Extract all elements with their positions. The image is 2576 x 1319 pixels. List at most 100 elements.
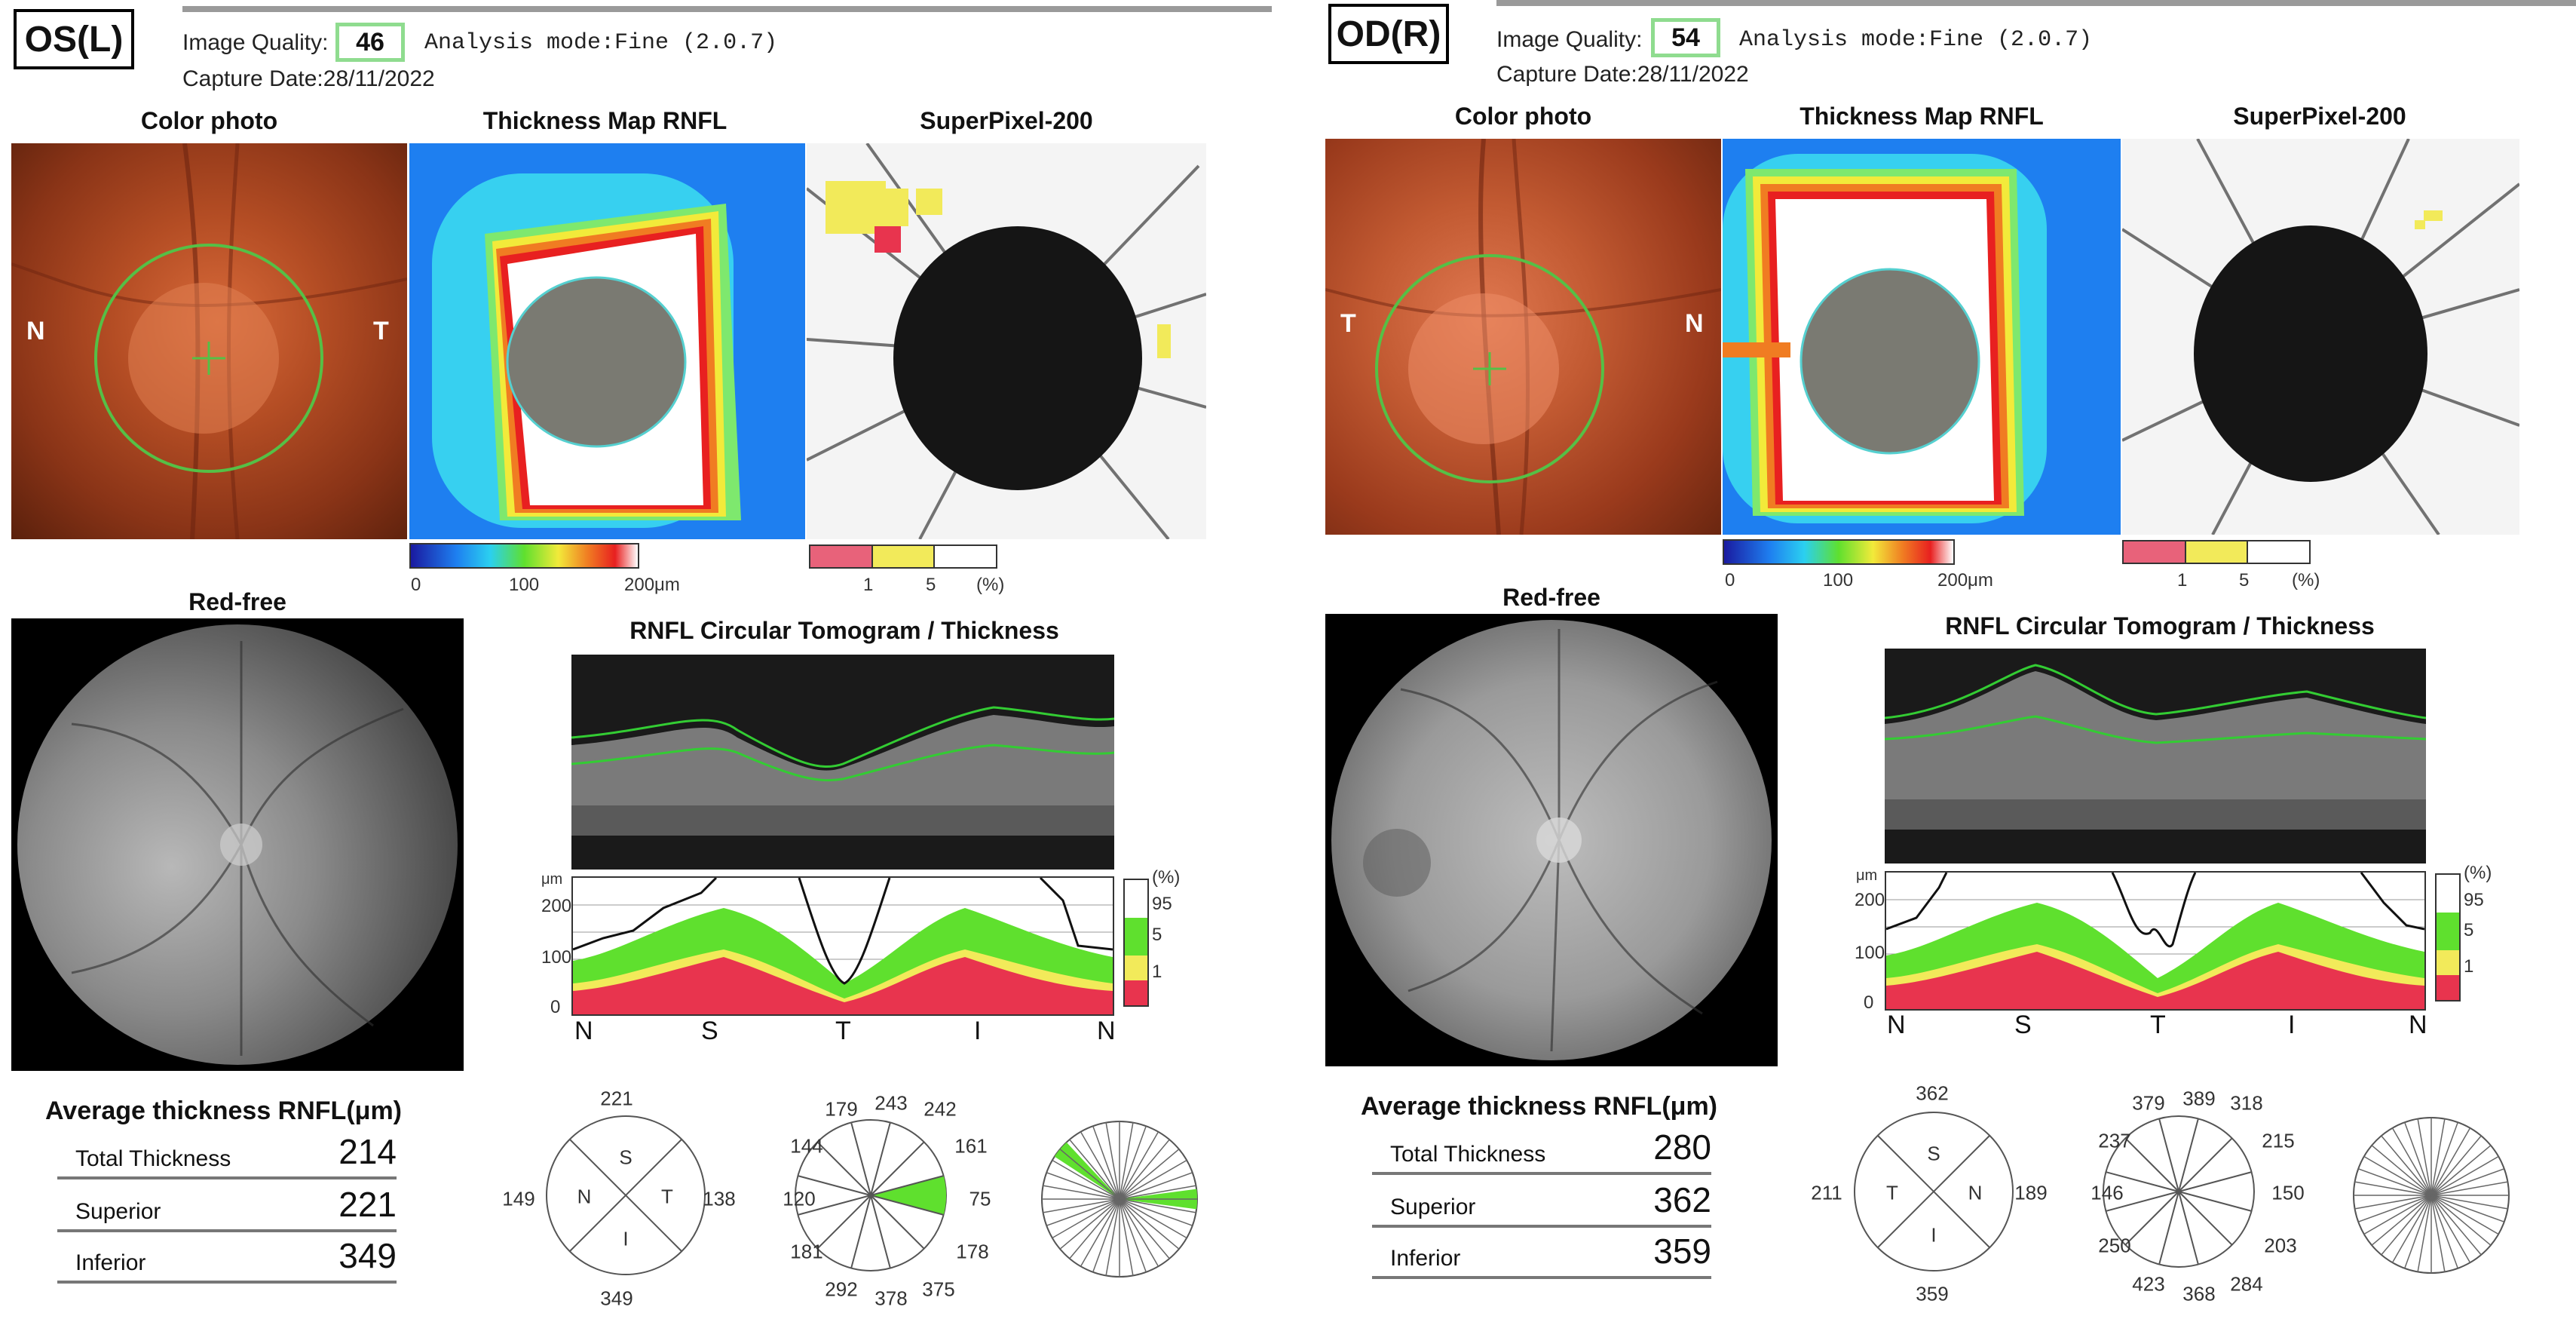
clock-11: 237 <box>2098 1129 2131 1152</box>
sector-spoke <box>1119 1122 1134 1200</box>
table-row-total: Total Thickness 280 <box>1372 1127 1711 1175</box>
sector-spoke <box>1119 1131 1159 1200</box>
sector-spoke <box>2431 1127 2471 1196</box>
sector-spoke <box>1052 1198 1120 1239</box>
sector-spoke <box>2431 1181 2508 1196</box>
sector-spoke <box>1052 1159 1120 1200</box>
red-free-photo <box>11 618 464 1071</box>
sector-spoke <box>2371 1145 2432 1196</box>
legend-5: 5 <box>1152 925 1162 945</box>
colorbar-tick-100: 100 <box>509 575 540 595</box>
graph-x-t: T <box>2150 1011 2166 1039</box>
colorbar-tick-200: 200μm <box>624 575 680 595</box>
graph-y-0: 0 <box>550 997 561 1017</box>
sector-spoke <box>2431 1195 2499 1235</box>
quadrant-chart: S N T I <box>543 1112 709 1278</box>
graph-y-0: 0 <box>1864 992 1874 1013</box>
circular-tomogram <box>1885 649 2426 863</box>
sector-spoke <box>2417 1118 2432 1196</box>
colorbar-tick-0: 0 <box>1725 570 1735 590</box>
row-label: Superior <box>1390 1195 1476 1219</box>
sp-tick-5: 5 <box>926 575 936 595</box>
colorbar-tick-200: 200μm <box>1937 570 1993 590</box>
sector-spoke <box>2391 1195 2432 1263</box>
clock-11: 144 <box>790 1134 823 1158</box>
thickness-colorbar <box>409 543 639 569</box>
row-label: Superior <box>75 1199 161 1224</box>
sector-spoke <box>1105 1122 1120 1200</box>
graph-x-n1: N <box>574 1017 593 1045</box>
sector-spoke <box>1119 1198 1193 1226</box>
graph-x-n1: N <box>1887 1011 1906 1039</box>
header-rule <box>1496 0 2576 6</box>
sector-spoke <box>2431 1195 2471 1263</box>
sector-spoke <box>2391 1127 2432 1196</box>
sector-spoke <box>2431 1195 2446 1272</box>
sector-spoke <box>1119 1172 1193 1200</box>
eye-divider <box>1291 0 1313 1319</box>
row-label: Inferior <box>75 1250 146 1275</box>
quad-in-bottom: I <box>1931 1223 1937 1247</box>
graph-y-200: 200 <box>541 896 572 916</box>
graph-x-s: S <box>701 1017 718 1045</box>
sector-spoke <box>1119 1198 1170 1259</box>
sector-spoke <box>2363 1195 2432 1235</box>
sector-spoke <box>2431 1168 2505 1196</box>
sector-spoke <box>1119 1139 1170 1200</box>
color-photo-title: Color photo <box>140 107 278 134</box>
sector-spoke <box>1119 1125 1147 1200</box>
quad-in-left: N <box>577 1185 592 1208</box>
image-quality-label: Image Quality: <box>1496 27 1643 52</box>
clock-5: 203 <box>2264 1234 2297 1257</box>
sector-spoke <box>2431 1121 2458 1196</box>
side-label-right: T <box>373 317 389 345</box>
sector-spoke <box>2431 1118 2446 1196</box>
sector-spoke <box>1069 1139 1120 1200</box>
analysis-mode: Analysis mode:Fine (2.0.7) <box>1739 27 2093 53</box>
sector-spoke <box>1119 1198 1187 1239</box>
color-fundus-photo <box>1325 139 1721 535</box>
graph-x-s: S <box>2014 1011 2032 1039</box>
sp-tick-1: 1 <box>2177 570 2188 590</box>
sector-spoke <box>2371 1195 2432 1246</box>
clock-9: 181 <box>790 1240 823 1263</box>
tomogram-title: RNFL Circular Tomogram / Thickness <box>1945 612 2375 640</box>
quad-in-right: T <box>661 1185 673 1208</box>
capture-date: Capture Date:28/11/2022 <box>182 66 435 91</box>
sector-spoke <box>2404 1121 2432 1196</box>
sector-spoke <box>2354 1181 2432 1196</box>
clock-12: 379 <box>2132 1091 2165 1115</box>
sector-spoke <box>2357 1195 2432 1222</box>
clock-10: 146 <box>2091 1181 2124 1204</box>
legend-95: 95 <box>1152 894 1172 914</box>
red-free-title: Red-free <box>1502 584 1600 611</box>
legend-5: 5 <box>2464 920 2474 940</box>
clock-7: 378 <box>874 1287 908 1310</box>
side-label-right: N <box>1685 309 1704 338</box>
circular-tomogram <box>571 655 1114 870</box>
colorbar-tick-100: 100 <box>1823 570 1854 590</box>
sp-tick-5: 5 <box>2239 570 2250 590</box>
sector-spoke <box>1069 1198 1120 1259</box>
sector-spoke <box>1119 1198 1134 1276</box>
quad-left-value: 211 <box>1811 1181 1842 1204</box>
table-row-inferior: Inferior 349 <box>57 1236 397 1284</box>
legend-pct: (%) <box>1152 867 1181 888</box>
sector-36-chart <box>2348 1112 2514 1278</box>
sector-spoke <box>1119 1198 1147 1273</box>
quad-in-top: S <box>1927 1142 1940 1165</box>
sector-spoke <box>2363 1155 2432 1196</box>
graph-unit: μm <box>541 871 563 888</box>
clock-chart <box>792 1116 950 1275</box>
sector-spoke <box>2357 1168 2432 1196</box>
thickness-graph <box>571 876 1114 1016</box>
quadrant-chart: S T N I <box>1851 1109 2017 1275</box>
legend-1: 1 <box>1152 962 1162 982</box>
legend-95: 95 <box>2464 890 2484 910</box>
quad-in-right: N <box>1968 1181 1983 1204</box>
clock-4: 150 <box>2271 1181 2305 1204</box>
sector-spoke <box>2431 1195 2482 1256</box>
row-label: Total Thickness <box>75 1146 231 1171</box>
eye-label: OS(L) <box>14 9 134 69</box>
quad-right-value: 189 <box>2014 1181 2048 1204</box>
